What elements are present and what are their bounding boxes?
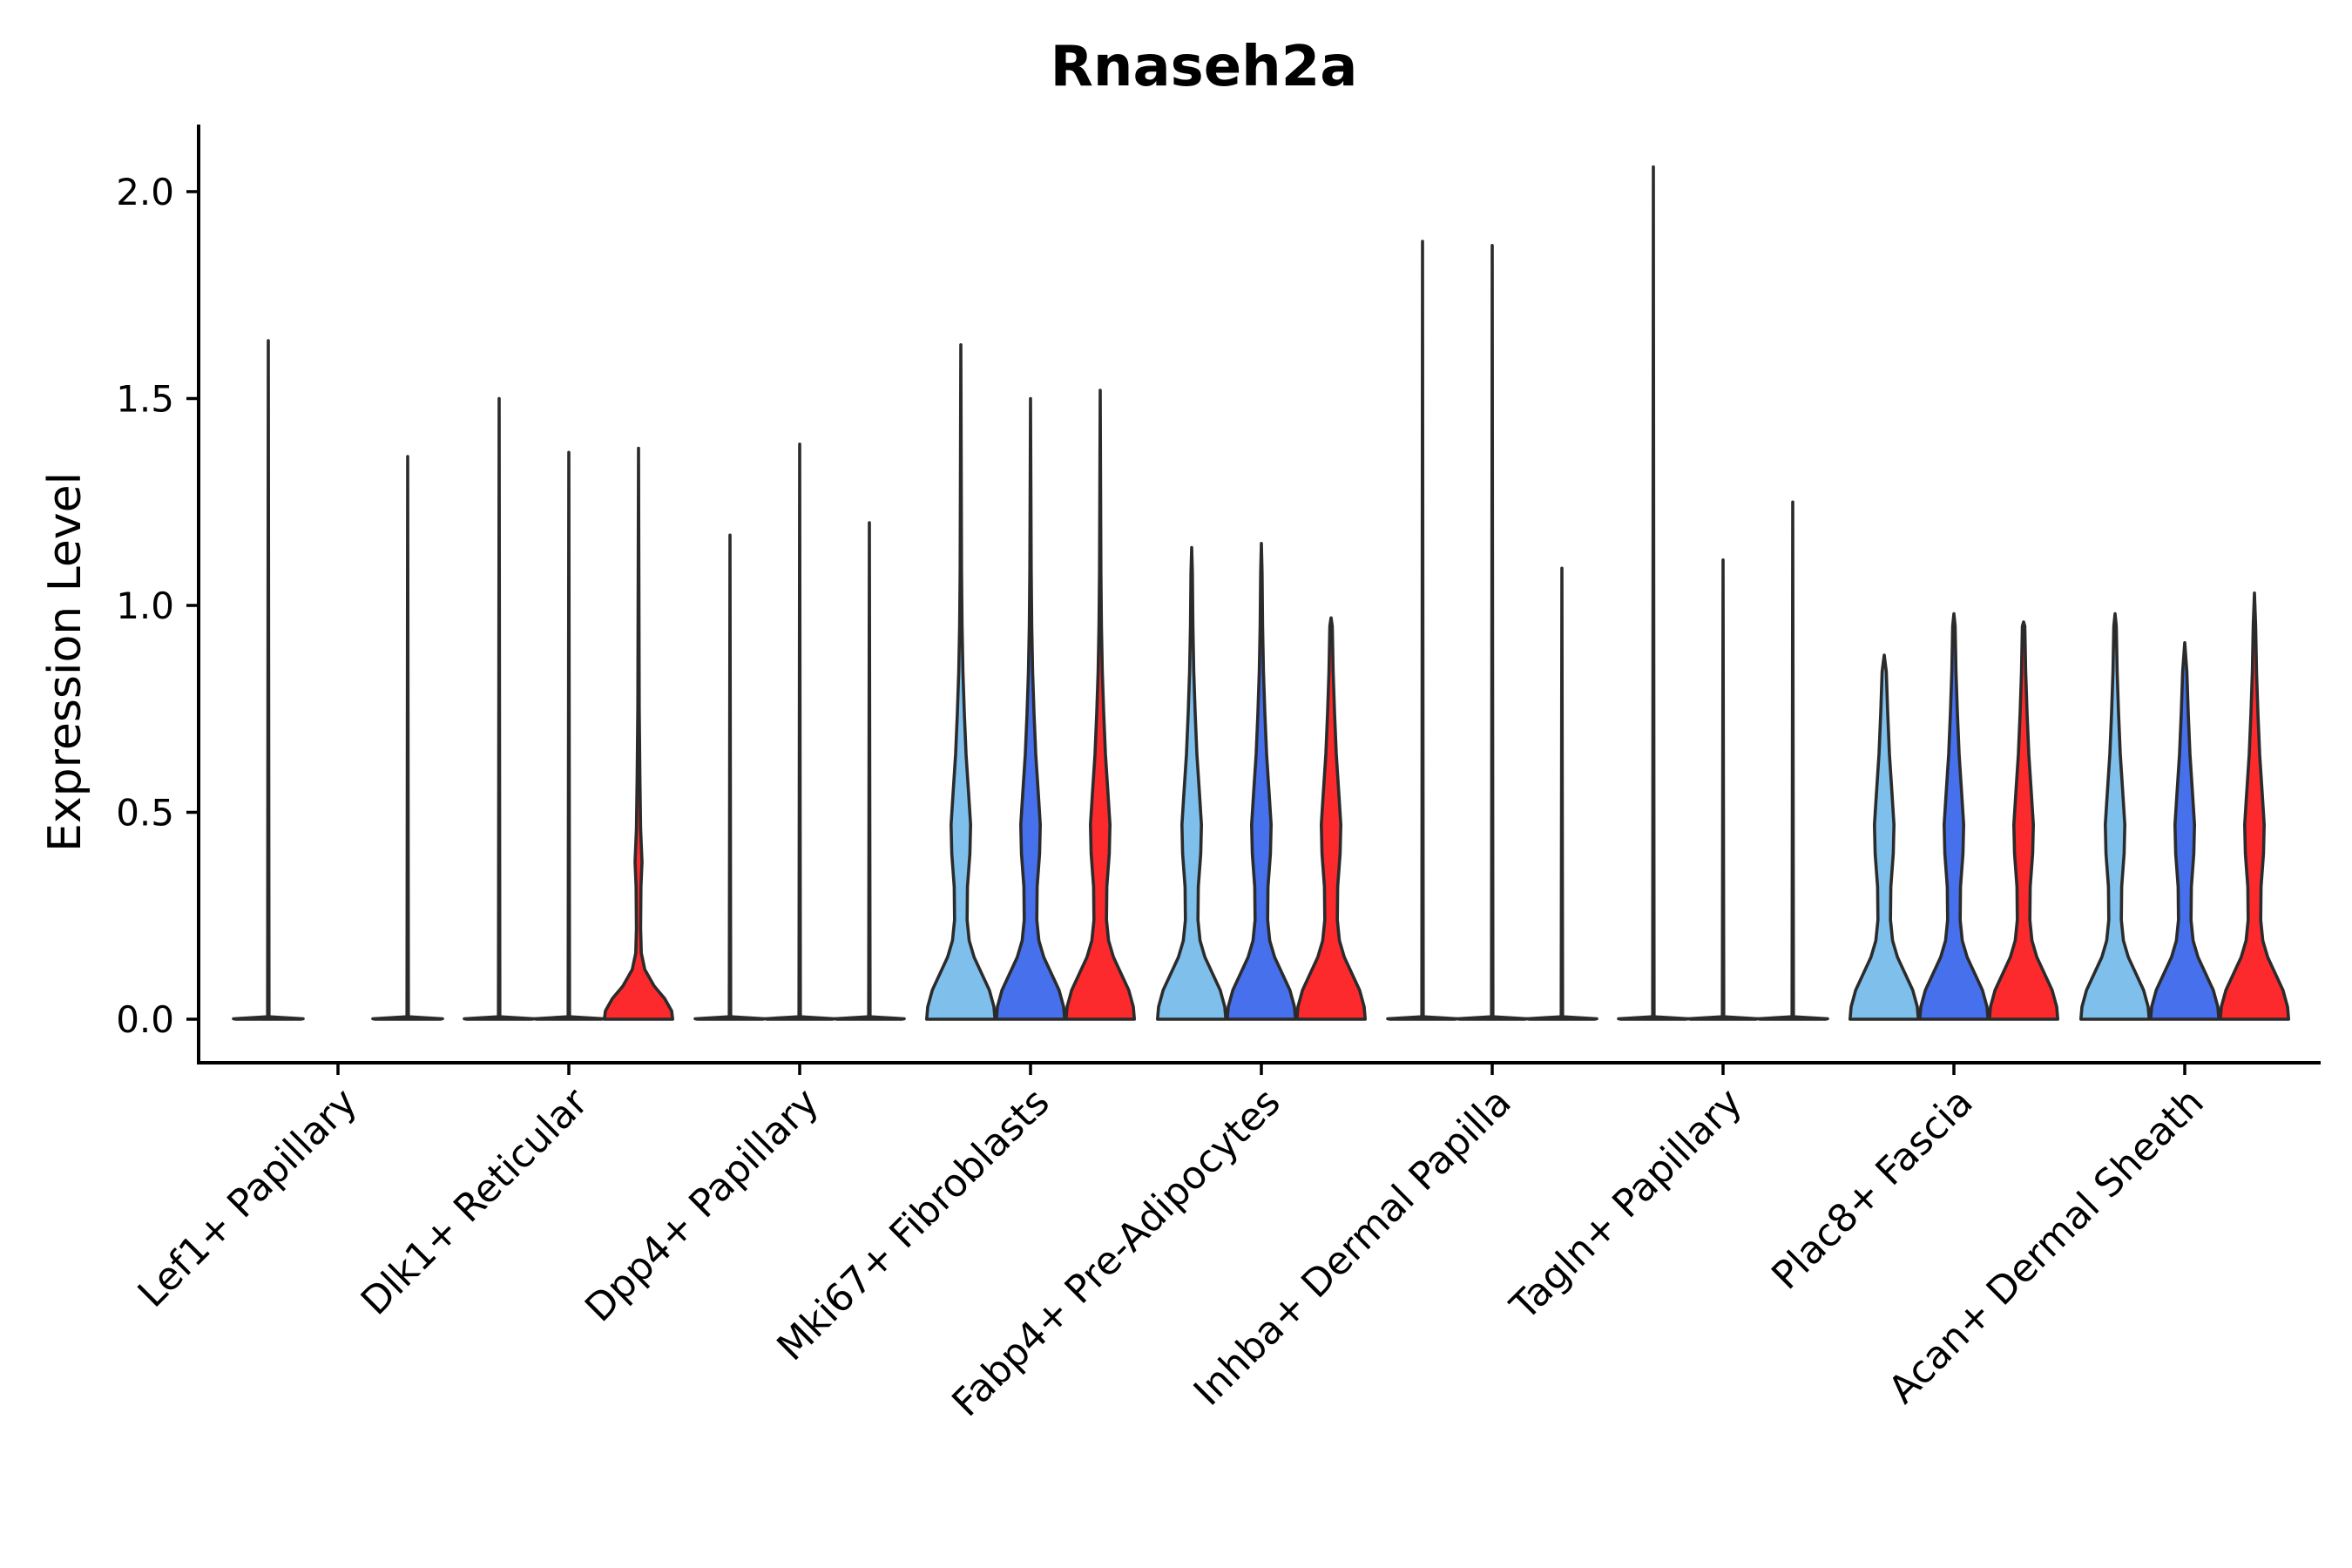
violin-shape	[532, 450, 605, 1021]
violin-shape	[1295, 616, 1367, 1021]
y-tick-label: 0.5	[116, 792, 174, 835]
violin-shape	[1456, 244, 1529, 1021]
violin-shape	[1988, 620, 2059, 1021]
violin-shape	[1156, 545, 1227, 1021]
violin-shape	[1064, 389, 1136, 1021]
violin-shape	[693, 533, 767, 1021]
x-tick-label: Plac8+ Fascia	[1763, 1080, 1982, 1299]
y-axis-ticks: 0.0 0.5 1.0 1.5 2.0	[116, 171, 199, 1041]
y-tick-label: 1.0	[116, 585, 174, 627]
x-tick-label: Tagln+ Papillary	[1502, 1080, 1751, 1329]
violin-shape	[603, 446, 674, 1021]
violin-shape	[463, 396, 536, 1021]
violin-group	[232, 165, 2290, 1021]
violin-shape	[995, 396, 1066, 1021]
x-tick-label: Dpp4+ Papillary	[577, 1080, 828, 1331]
y-tick-label: 2.0	[116, 171, 174, 213]
y-tick-label: 0.0	[116, 998, 174, 1041]
violin-shape	[1756, 500, 1829, 1021]
x-tick-label: Dlk1+ Reticular	[353, 1079, 598, 1324]
violin-shape	[1918, 612, 1990, 1021]
violin-shape	[1525, 566, 1598, 1021]
violin-shape	[232, 339, 305, 1021]
y-axis-label: Expression Level	[39, 472, 91, 852]
violin-shape	[1686, 558, 1760, 1021]
violin-shape	[371, 455, 444, 1021]
violin-shape	[763, 443, 836, 1021]
x-tick-label: Lef1+ Papillary	[130, 1080, 366, 1316]
violin-shape	[2149, 641, 2220, 1021]
violin-shape	[2219, 591, 2290, 1021]
y-tick-label: 1.5	[116, 378, 174, 421]
violin-shape	[1226, 542, 1297, 1021]
violin-shape	[1617, 165, 1690, 1021]
violin-shape	[2079, 612, 2151, 1021]
chart-title: Rnaseh2a	[1051, 35, 1358, 99]
violin-shape	[925, 343, 997, 1021]
violin-shape	[833, 521, 906, 1021]
violin-shape	[1386, 240, 1459, 1021]
violin-shape	[1848, 653, 1920, 1021]
